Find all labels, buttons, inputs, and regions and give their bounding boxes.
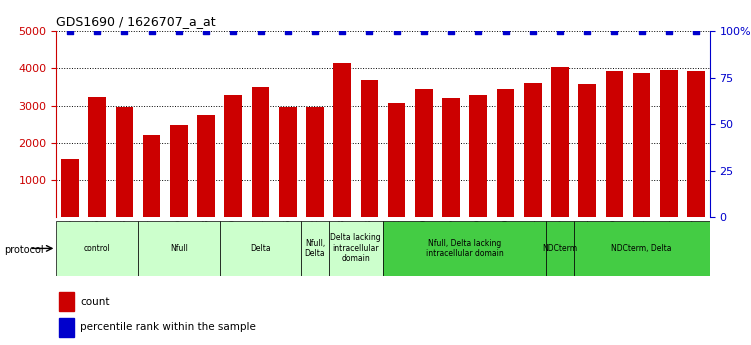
Text: NDCterm, Delta: NDCterm, Delta [611,244,672,253]
Text: control: control [84,244,110,253]
Bar [574,221,710,276]
Point [391,28,403,34]
Point [173,28,185,34]
Point [418,28,430,34]
Bar [578,83,596,217]
Point [64,28,76,34]
Point [255,28,267,34]
Point [526,28,538,34]
Point [146,28,158,34]
Point [472,28,484,34]
Text: percentile rank within the sample: percentile rank within the sample [80,323,256,333]
Bar [605,70,623,217]
Bar [687,71,705,217]
Point [228,28,240,34]
Bar [524,83,541,217]
Bar [547,221,574,276]
Bar [496,89,514,217]
Bar [360,80,379,217]
Bar [56,221,138,276]
Bar [633,73,650,217]
Bar [383,221,547,276]
Text: Nfull, Delta lacking
intracellular domain: Nfull, Delta lacking intracellular domai… [426,239,504,258]
Bar [225,95,242,217]
Point [690,28,702,34]
Point [445,28,457,34]
Text: Nfull: Nfull [170,244,188,253]
Text: protocol: protocol [4,245,44,255]
Point [663,28,675,34]
Bar [138,221,219,276]
Point [635,28,647,34]
Bar [59,292,74,311]
Bar [252,87,270,217]
Bar [59,318,74,337]
Point [336,28,348,34]
Point [309,28,321,34]
Bar [170,125,188,217]
Bar [61,159,79,217]
Point [363,28,376,34]
Text: count: count [80,297,110,307]
Bar [301,221,328,276]
Point [581,28,593,34]
Point [119,28,131,34]
Point [608,28,620,34]
Point [200,28,212,34]
Bar [469,95,487,217]
Bar [328,221,383,276]
Bar [279,107,297,217]
Text: Delta lacking
intracellular
domain: Delta lacking intracellular domain [330,234,381,263]
Point [554,28,566,34]
Point [282,28,294,34]
Bar [333,63,351,217]
Bar [143,135,161,217]
Text: Nfull,
Delta: Nfull, Delta [305,239,325,258]
Bar [89,97,106,217]
Bar [306,107,324,217]
Text: Delta: Delta [250,244,271,253]
Bar [116,107,133,217]
Bar [415,89,433,217]
Point [499,28,511,34]
Text: GDS1690 / 1626707_a_at: GDS1690 / 1626707_a_at [56,16,216,29]
Bar [442,98,460,217]
Point [91,28,103,34]
Bar [551,67,569,217]
Bar [198,115,215,217]
Text: NDCterm: NDCterm [542,244,578,253]
Bar [219,221,301,276]
Bar [660,70,677,217]
Bar [388,102,406,217]
